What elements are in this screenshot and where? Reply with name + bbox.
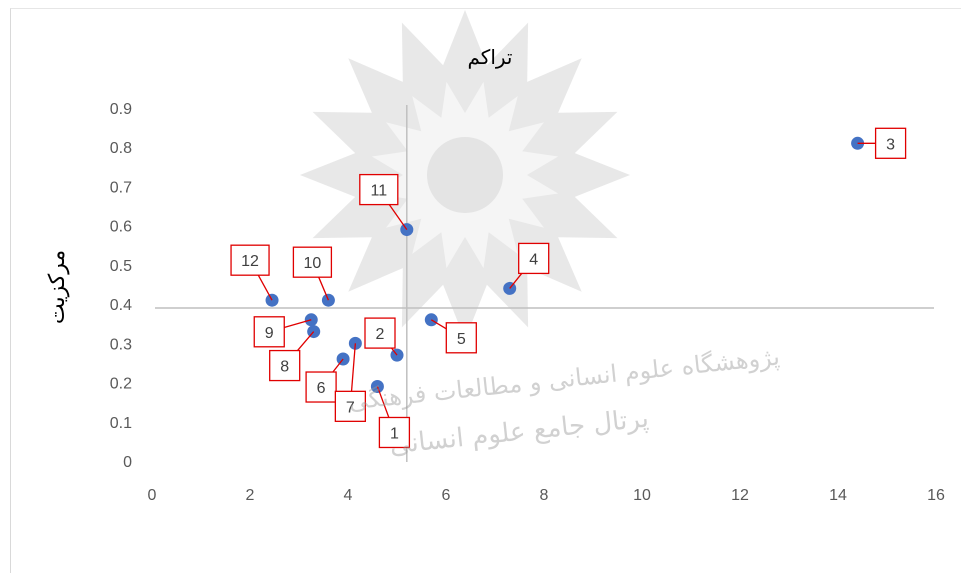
callout-box — [378, 416, 411, 449]
watermark-line-1: پژوهشگاه علوم انسانی و مطالعات فرهنگی — [347, 342, 781, 415]
callout-label: 9 — [265, 325, 274, 342]
callout-label: 5 — [457, 331, 466, 348]
callout-label: 1 — [390, 425, 399, 442]
x-tick-label: 12 — [731, 487, 749, 504]
callout-box — [364, 317, 396, 349]
x-tick-label: 10 — [633, 487, 651, 504]
watermark-line-2: پرتال جامع علوم انسانی — [388, 404, 650, 461]
y-axis-title: مرکزیت — [45, 250, 70, 324]
callout-box — [359, 173, 399, 206]
x-tick-labels: 0 2 4 6 8 10 12 14 16 — [148, 487, 945, 504]
callout-box — [334, 390, 367, 422]
callout-box — [445, 322, 477, 354]
chart-title: تراکم — [468, 45, 513, 69]
y-tick-label: 0 — [123, 454, 132, 471]
callout-box — [518, 242, 550, 275]
callout-box — [292, 246, 333, 278]
x-tick-label: 16 — [927, 487, 945, 504]
y-tick-label: 0.8 — [110, 140, 132, 157]
y-tick-label: 0.2 — [110, 376, 132, 393]
callout-box — [230, 244, 270, 276]
x-tick-label: 4 — [344, 487, 353, 504]
callout-label: 3 — [886, 136, 895, 153]
callout-box — [305, 371, 337, 403]
callout-label: 11 — [370, 183, 387, 200]
y-tick-label: 0.7 — [110, 179, 132, 196]
callout-box — [269, 349, 301, 382]
watermark-star-inner — [371, 81, 559, 269]
callout-label: 2 — [376, 326, 385, 343]
y-tick-label: 0.9 — [110, 101, 132, 118]
axes — [155, 105, 934, 462]
y-tick-label: 0.4 — [110, 297, 132, 314]
y-tick-label: 0.1 — [110, 415, 132, 432]
watermark-core — [427, 137, 503, 213]
y-tick-label: 0.6 — [110, 219, 132, 236]
x-tick-label: 2 — [246, 487, 255, 504]
callout-label: 12 — [241, 253, 259, 270]
x-tick-label: 14 — [829, 487, 847, 504]
chart-frame — [10, 8, 961, 573]
callout-box — [874, 127, 907, 159]
y-tick-label: 0.3 — [110, 336, 132, 353]
callout-label: 6 — [317, 380, 326, 397]
x-tick-label: 0 — [148, 487, 157, 504]
callout-label: 7 — [346, 399, 355, 416]
x-tick-label: 6 — [442, 487, 451, 504]
callout-label: 4 — [529, 251, 538, 268]
callout-label: 8 — [280, 359, 289, 376]
callout-label: 10 — [304, 255, 322, 272]
watermark-logo — [300, 10, 630, 340]
y-tick-labels: 0 0.1 0.2 0.3 0.4 0.5 0.6 0.7 0.8 0.9 — [110, 101, 132, 471]
y-tick-label: 0.5 — [110, 258, 132, 275]
x-tick-label: 8 — [540, 487, 549, 504]
callout-box — [253, 316, 285, 348]
